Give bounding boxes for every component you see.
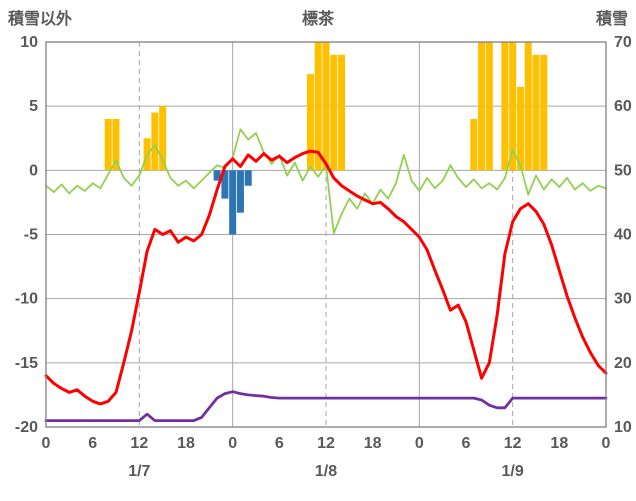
svg-text:18: 18 — [364, 435, 382, 452]
svg-text:20: 20 — [614, 355, 632, 372]
svg-text:-20: -20 — [15, 419, 38, 436]
svg-text:10: 10 — [20, 34, 38, 51]
svg-text:12: 12 — [504, 435, 522, 452]
svg-text:1/8: 1/8 — [315, 463, 337, 480]
svg-text:60: 60 — [614, 98, 632, 115]
svg-text:0: 0 — [602, 435, 611, 452]
svg-text:0: 0 — [29, 162, 38, 179]
svg-text:0: 0 — [228, 435, 237, 452]
svg-text:0: 0 — [415, 435, 424, 452]
right-axis-title: 積雪 — [595, 11, 628, 28]
svg-text:6: 6 — [462, 435, 471, 452]
svg-text:70: 70 — [614, 34, 632, 51]
chart-title: 標茶 — [301, 11, 335, 28]
svg-text:-5: -5 — [24, 227, 38, 244]
svg-text:18: 18 — [550, 435, 568, 452]
svg-text:40: 40 — [614, 227, 632, 244]
svg-text:5: 5 — [29, 98, 38, 115]
svg-text:6: 6 — [88, 435, 97, 452]
left-axis-title: 積雪以外 — [8, 11, 73, 28]
svg-text:1/9: 1/9 — [502, 463, 524, 480]
svg-text:50: 50 — [614, 162, 632, 179]
svg-text:18: 18 — [177, 435, 195, 452]
svg-text:-10: -10 — [15, 291, 38, 308]
svg-text:30: 30 — [614, 291, 632, 308]
svg-text:10: 10 — [614, 419, 632, 436]
svg-text:1/7: 1/7 — [128, 463, 150, 480]
svg-text:12: 12 — [130, 435, 148, 452]
svg-text:12: 12 — [317, 435, 335, 452]
svg-text:-15: -15 — [15, 355, 38, 372]
svg-text:0: 0 — [42, 435, 51, 452]
svg-text:6: 6 — [275, 435, 284, 452]
